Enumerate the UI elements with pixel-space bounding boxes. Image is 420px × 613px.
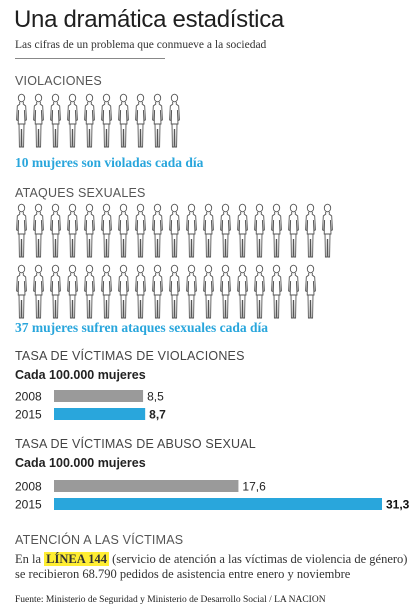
woman-icon (135, 264, 146, 319)
icon-row (14, 264, 335, 322)
woman-icon (118, 203, 129, 258)
woman-icon (288, 264, 299, 319)
woman-icon (101, 93, 112, 148)
woman-icon (135, 93, 146, 148)
woman-icon (254, 203, 265, 258)
bar-2015 (54, 408, 146, 420)
woman-icon (152, 264, 163, 319)
woman-icon (169, 203, 180, 258)
ataques-label: ATAQUES SEXUALES (15, 186, 146, 200)
linea-144-highlight: LÍNEA 144 (44, 552, 109, 566)
bar-2008 (54, 480, 239, 492)
woman-icon (50, 203, 61, 258)
woman-icon (118, 264, 129, 319)
woman-icon (16, 264, 27, 319)
category-label: 2008 (15, 480, 42, 494)
woman-icon (84, 93, 95, 148)
woman-icon (305, 203, 316, 258)
woman-icon (169, 93, 180, 148)
woman-icon (288, 203, 299, 258)
woman-icon (33, 203, 44, 258)
atencion-text: En la LÍNEA 144 (servicio de atención a … (15, 552, 415, 582)
woman-icon (67, 203, 78, 258)
woman-icon (271, 264, 282, 319)
atencion-text-after: (servicio de atención a las víctimas de … (15, 552, 408, 581)
woman-icon (186, 203, 197, 258)
page-title: Una dramática estadística (14, 6, 284, 33)
bar-2015 (54, 498, 382, 510)
chart-violaciones-subtitle: Cada 100.000 mujeres (15, 368, 146, 382)
bar-2008 (54, 390, 144, 402)
woman-icon (220, 264, 231, 319)
woman-icon (305, 264, 316, 319)
icon-row (14, 93, 182, 151)
atencion-text-before: En la (15, 552, 42, 566)
woman-icon (322, 203, 333, 258)
woman-icon (237, 203, 248, 258)
chart-abuso-title: TASA DE VÍCTIMAS DE ABUSO SEXUAL (15, 437, 256, 451)
woman-icon (67, 264, 78, 319)
value-label: 17,6 (242, 480, 266, 494)
woman-icon (84, 203, 95, 258)
woman-icon (50, 93, 61, 148)
woman-icon (220, 203, 231, 258)
woman-icon (50, 264, 61, 319)
ataques-icon-grid (14, 203, 335, 325)
category-label: 2008 (15, 390, 42, 404)
violaciones-caption: 10 mujeres son violadas cada día (15, 155, 204, 170)
page-subtitle: Las cifras de un problema que conmueve a… (15, 39, 267, 51)
woman-icon (16, 203, 27, 258)
woman-icon (67, 93, 78, 148)
chart-abuso: 2008 17,6 2015 31,3 (15, 480, 410, 512)
woman-icon (118, 93, 129, 148)
value-label: 8,7 (149, 408, 166, 422)
woman-icon (33, 264, 44, 319)
woman-icon (152, 203, 163, 258)
category-label: 2015 (15, 408, 42, 422)
woman-icon (101, 203, 112, 258)
title-divider (15, 58, 165, 59)
woman-icon (237, 264, 248, 319)
woman-icon (152, 93, 163, 148)
woman-icon (271, 203, 282, 258)
source-note: Fuente: Ministerio de Seguridad y Minist… (15, 595, 326, 605)
violaciones-icon-grid (14, 93, 182, 154)
woman-icon (101, 264, 112, 319)
woman-icon (254, 264, 265, 319)
value-label: 31,3 (386, 498, 410, 512)
chart-abuso-subtitle: Cada 100.000 mujeres (15, 456, 146, 470)
woman-icon (186, 264, 197, 319)
woman-icon (203, 264, 214, 319)
woman-icon (16, 93, 27, 148)
ataques-caption: 37 mujeres sufren ataques sexuales cada … (15, 320, 269, 335)
atencion-label: ATENCIÓN A LAS VÍCTIMAS (15, 533, 184, 547)
chart-violaciones: 2008 8,5 2015 8,7 (15, 390, 166, 422)
chart-violaciones-title: TASA DE VÍCTIMAS DE VIOLACIONES (15, 349, 245, 363)
violaciones-label: VIOLACIONES (15, 74, 102, 88)
woman-icon (169, 264, 180, 319)
value-label: 8,5 (147, 390, 164, 404)
woman-icon (33, 93, 44, 148)
woman-icon (135, 203, 146, 258)
icon-row (14, 203, 335, 261)
category-label: 2015 (15, 498, 42, 512)
woman-icon (203, 203, 214, 258)
woman-icon (84, 264, 95, 319)
